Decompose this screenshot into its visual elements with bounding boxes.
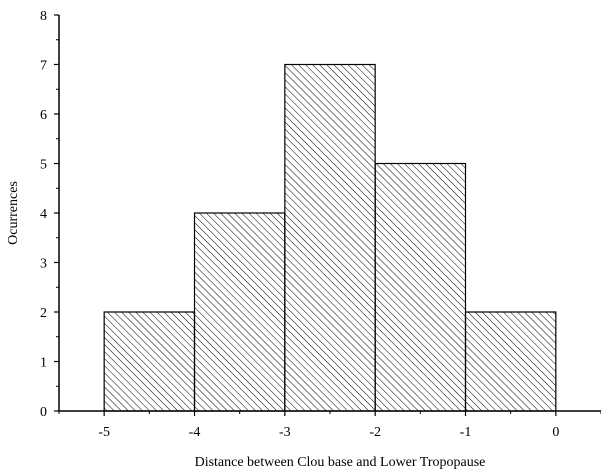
y-tick-label: 1 xyxy=(40,356,47,371)
histogram-bar-2 xyxy=(193,212,286,412)
histogram-bar-5 xyxy=(464,311,557,412)
y-tick-label: 3 xyxy=(40,257,47,272)
x-tick-label: -2 xyxy=(369,425,381,440)
y-tick-label: 5 xyxy=(40,158,47,173)
x-axis-title: Distance between Clou base and Lower Tro… xyxy=(195,455,486,470)
y-tick-label: 6 xyxy=(40,108,47,123)
histogram-bar-4 xyxy=(374,162,467,412)
bars-group xyxy=(103,63,557,412)
y-tick-label: 7 xyxy=(40,59,47,74)
y-axis-title: Ocurrences xyxy=(6,181,21,245)
x-tick-label: -5 xyxy=(98,425,110,440)
y-tick-label: 2 xyxy=(40,306,47,321)
y-tick-label: 0 xyxy=(40,405,47,420)
histogram-bar-1 xyxy=(103,311,196,412)
x-tick-label: -4 xyxy=(189,425,201,440)
histogram-bar-3 xyxy=(284,63,376,412)
y-tick-label: 8 xyxy=(40,9,47,24)
x-tick-label: -1 xyxy=(460,425,472,440)
x-tick-label: -3 xyxy=(279,425,291,440)
ticks-group: 0 1 2 3 4 5 6 7 8 -5 -4 -3 -2 -1 0 xyxy=(40,9,601,440)
y-tick-label: 4 xyxy=(40,207,47,222)
x-tick-label: 0 xyxy=(552,425,559,440)
